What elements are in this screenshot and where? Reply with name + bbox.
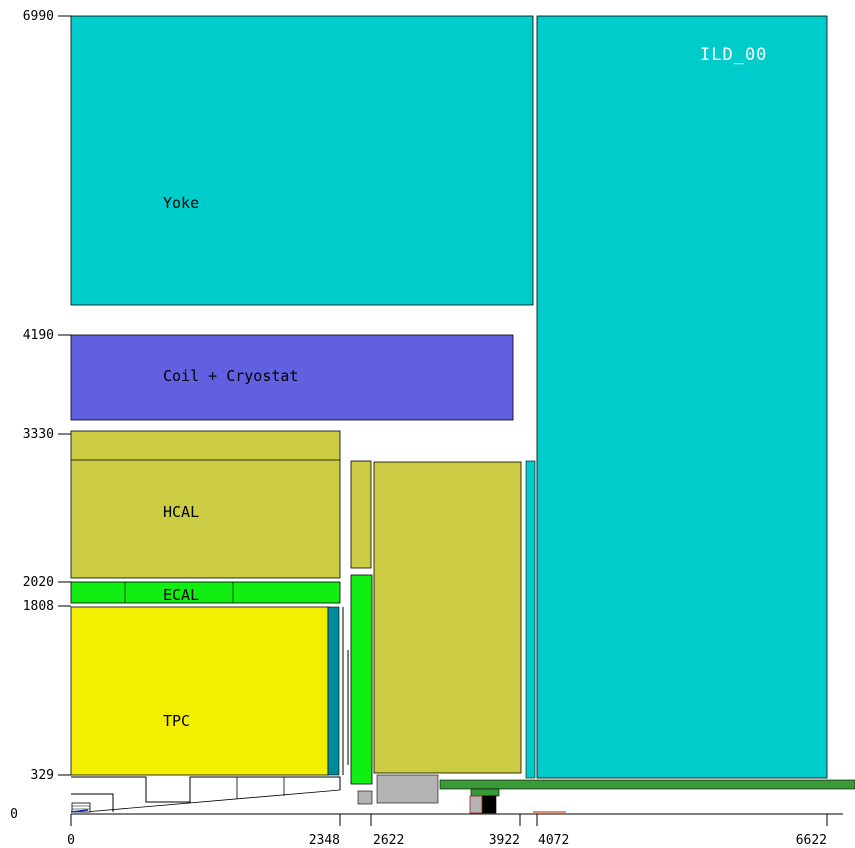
x-tick-label-0: 0 bbox=[67, 833, 75, 848]
ecal-endcap bbox=[350, 574, 373, 785]
y-tick-label-2020: 2020 bbox=[23, 575, 54, 590]
beamcal-grey bbox=[469, 795, 483, 814]
x-tick-label-2348: 2348 bbox=[309, 833, 340, 848]
y-tick-label-329: 329 bbox=[31, 768, 54, 783]
y-tick-label-4190: 4190 bbox=[23, 328, 54, 343]
x-tick-label-6622: 6622 bbox=[796, 833, 827, 848]
yoke-endcap bbox=[536, 15, 828, 779]
coil-label: Coil + Cryostat bbox=[163, 367, 298, 385]
ecal-label: ECAL bbox=[163, 586, 199, 604]
lumical bbox=[357, 790, 373, 805]
forward-grey-block bbox=[376, 774, 439, 804]
yoke-endcap-inner-strip bbox=[525, 460, 536, 779]
yoke-barrel bbox=[70, 15, 534, 306]
tpc-endplate bbox=[327, 606, 340, 776]
tpc bbox=[70, 606, 329, 776]
y-tick-label-3330: 3330 bbox=[23, 427, 54, 442]
forward-tracker-outline bbox=[71, 776, 341, 803]
y-tick-label-0: 0 bbox=[10, 807, 18, 822]
hcal-endcap bbox=[373, 461, 522, 774]
y-tick-label-6990: 6990 bbox=[23, 9, 54, 24]
detector-name-label: ILD_00 bbox=[700, 45, 767, 65]
x-tick-label-2622: 2622 bbox=[373, 833, 404, 848]
x-tick-label-3922: 3922 bbox=[489, 833, 520, 848]
y-axis-ticks: 6990 4190 3330 2020 1808 329 0 bbox=[10, 9, 71, 822]
hcal-barrel bbox=[70, 430, 341, 579]
ecal-barrel bbox=[70, 581, 341, 604]
coil-cryostat bbox=[70, 334, 514, 421]
hcal-endcap-ring bbox=[350, 460, 372, 569]
y-tick-label-1808: 1808 bbox=[23, 599, 54, 614]
x-axis-ticks: 0 2348 2622 3922 4072 6622 bbox=[67, 814, 828, 848]
beam-support-bar bbox=[439, 779, 855, 790]
vertex-outline bbox=[71, 793, 114, 812]
vertex-detector bbox=[71, 802, 91, 813]
tpc-label: TPC bbox=[163, 712, 190, 730]
beam-pipe-blue bbox=[70, 809, 89, 813]
x-tick-label-4072: 4072 bbox=[538, 833, 569, 848]
beam-support-foot bbox=[470, 788, 500, 797]
yoke-label: Yoke bbox=[163, 194, 199, 212]
beamcal-block bbox=[481, 795, 497, 814]
hcal-label: HCAL bbox=[163, 503, 199, 521]
beam-cone-line bbox=[84, 789, 341, 813]
